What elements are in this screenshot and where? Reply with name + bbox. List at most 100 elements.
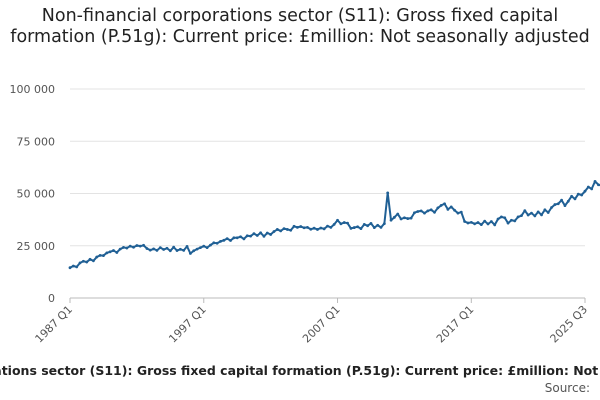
data-point	[212, 241, 216, 245]
data-point	[235, 236, 239, 240]
data-point	[359, 227, 363, 231]
data-point	[292, 224, 296, 228]
chart-title: Non-financial corporations sector (S11):…	[10, 6, 590, 47]
data-point	[302, 226, 306, 230]
data-point	[135, 244, 139, 247]
data-point	[540, 213, 543, 217]
data-point	[128, 244, 132, 248]
data-point	[112, 249, 115, 252]
data-point	[125, 246, 129, 250]
data-point	[225, 237, 229, 241]
data-point	[199, 246, 202, 250]
data-point	[309, 227, 313, 231]
data-point	[493, 223, 497, 227]
data-point	[423, 211, 426, 215]
data-point	[530, 211, 533, 215]
data-point	[75, 265, 79, 269]
data-point	[282, 227, 286, 231]
data-point	[453, 208, 456, 212]
data-point	[105, 251, 109, 255]
data-point	[339, 222, 343, 226]
data-point	[122, 246, 125, 249]
data-point	[245, 234, 249, 238]
data-point	[229, 239, 232, 242]
data-point	[209, 243, 212, 247]
data-point	[399, 217, 403, 221]
data-point	[590, 187, 594, 191]
data-point	[195, 247, 199, 251]
data-point	[469, 220, 473, 224]
data-point	[386, 191, 390, 195]
data-point	[533, 214, 537, 218]
data-point	[115, 251, 119, 254]
data-point	[215, 241, 219, 245]
data-point	[178, 247, 182, 251]
source-label: Source:	[544, 381, 590, 395]
y-tick-label: 75 000	[17, 135, 56, 148]
data-point	[583, 189, 587, 193]
y-tick-label: 25 000	[17, 240, 56, 253]
data-point	[403, 216, 406, 220]
x-tick-label: 1987 Q1	[33, 303, 76, 346]
data-point	[168, 249, 172, 253]
data-point	[382, 222, 386, 226]
data-point	[222, 238, 226, 242]
data-point	[219, 239, 222, 243]
data-point	[155, 248, 159, 252]
data-point	[576, 192, 580, 196]
data-point	[142, 243, 145, 247]
data-point	[148, 248, 152, 252]
data-point	[232, 236, 236, 240]
data-point	[182, 248, 186, 252]
data-point	[132, 245, 135, 249]
data-point	[392, 215, 396, 219]
data-point	[272, 230, 276, 233]
data-point	[118, 247, 122, 251]
data-point	[456, 211, 460, 215]
x-tick-label: 1997 Q1	[166, 303, 209, 346]
data-point	[389, 218, 393, 222]
data-point	[78, 261, 82, 265]
data-point	[406, 217, 410, 220]
data-point	[285, 228, 289, 231]
data-point	[158, 246, 162, 250]
data-point	[346, 221, 349, 225]
data-point	[289, 228, 293, 232]
x-tick-label: 2017 Q1	[434, 303, 477, 346]
data-point	[145, 247, 149, 250]
data-point	[473, 222, 477, 226]
data-point	[372, 226, 376, 229]
data-point	[580, 193, 584, 197]
data-point	[332, 223, 336, 226]
data-point	[443, 202, 446, 206]
x-tick-label: 2025 Q3	[548, 303, 591, 346]
data-point	[95, 255, 99, 259]
data-point	[162, 248, 166, 251]
data-point	[506, 221, 510, 225]
data-point	[553, 203, 557, 206]
y-tick-label: 100 000	[10, 83, 56, 96]
data-point	[510, 218, 513, 222]
data-point	[449, 205, 453, 209]
data-point	[573, 197, 577, 201]
data-point	[306, 225, 309, 229]
data-point	[255, 234, 259, 237]
data-point	[463, 220, 467, 223]
data-point	[476, 221, 480, 224]
data-point	[356, 225, 359, 229]
data-point	[526, 213, 530, 217]
data-point	[185, 244, 189, 248]
data-point	[596, 183, 600, 187]
data-point	[520, 214, 523, 218]
data-point	[483, 219, 487, 223]
data-point	[165, 246, 169, 250]
data-point	[188, 252, 192, 255]
data-point	[433, 210, 436, 214]
data-point	[342, 221, 346, 224]
data-point	[326, 224, 329, 228]
data-point	[496, 217, 500, 221]
data-point	[416, 210, 420, 213]
data-point	[426, 209, 430, 213]
legend-item[interactable]: Non-financial corporations sector (S11):…	[0, 363, 600, 381]
